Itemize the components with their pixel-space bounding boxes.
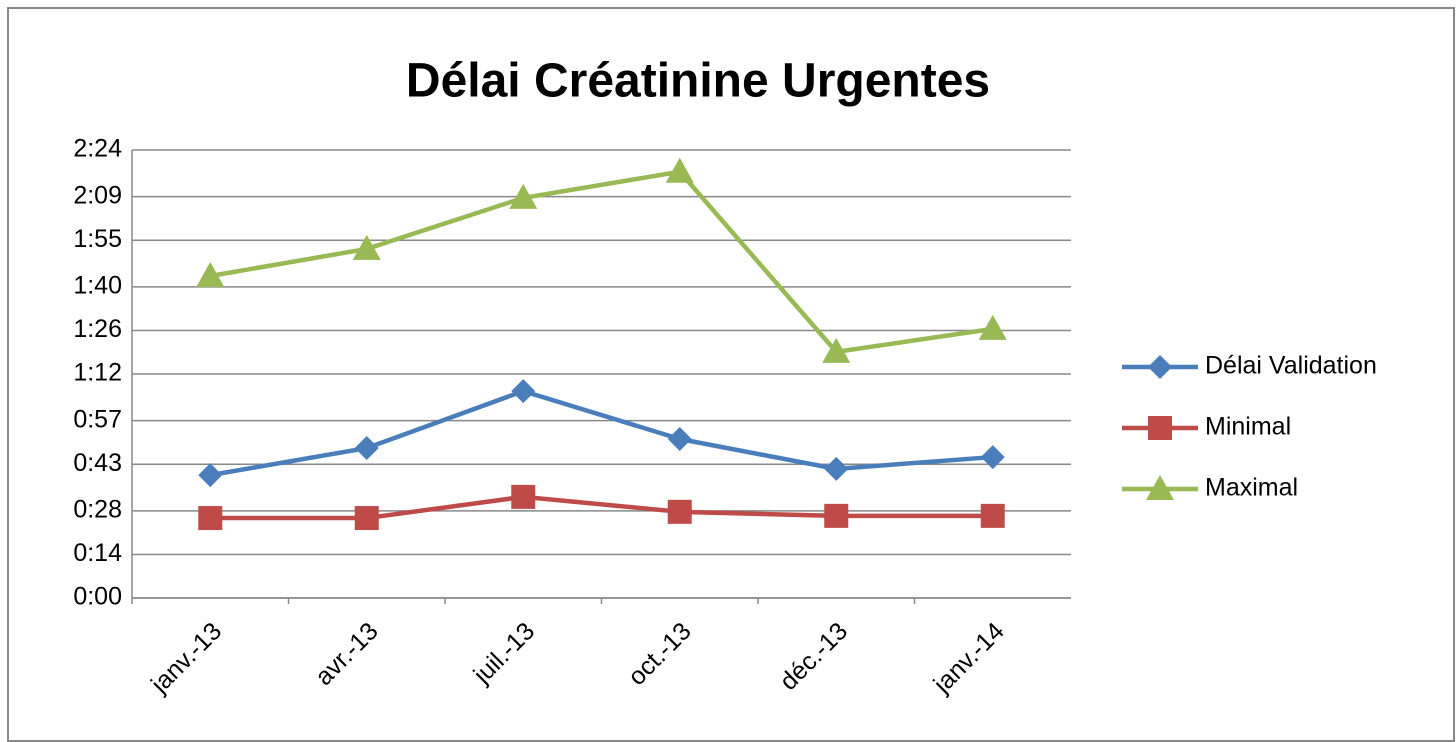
legend-marker — [1148, 355, 1172, 379]
y-tick-label: 0:14 — [73, 539, 122, 567]
y-tick-label: 1:12 — [73, 359, 122, 387]
series-line — [209, 169, 994, 355]
data-point — [824, 456, 849, 481]
legend-marker — [1148, 416, 1172, 440]
y-tick-label: 0:57 — [73, 405, 122, 433]
data-point — [196, 262, 225, 287]
data-point — [352, 234, 381, 260]
y-tick-label: 2:24 — [73, 135, 122, 163]
data-point — [667, 499, 692, 524]
y-tick-label: 2:09 — [73, 181, 122, 209]
series-line — [209, 388, 993, 478]
data-point — [822, 337, 851, 363]
data-point — [665, 157, 694, 183]
legend-marker — [1146, 475, 1174, 500]
data-point — [980, 503, 1005, 528]
legend-label: Maximal — [1205, 474, 1298, 502]
data-point — [354, 436, 379, 461]
data-point — [354, 506, 379, 531]
data-point — [980, 445, 1005, 470]
y-tick-label: 0:43 — [73, 449, 122, 477]
data-point — [198, 463, 223, 488]
data-point — [511, 379, 536, 404]
series-line — [210, 494, 993, 521]
data-point — [978, 314, 1007, 340]
y-tick-label: 1:26 — [73, 315, 122, 343]
data-point — [667, 427, 692, 452]
y-tick-label: 1:55 — [73, 225, 122, 253]
data-point — [511, 484, 536, 509]
data-point — [824, 503, 849, 528]
legend-label: Minimal — [1205, 413, 1291, 441]
chart-title: Délai Créatinine Urgentes — [406, 55, 990, 108]
data-point — [509, 183, 538, 209]
y-tick-label: 1:40 — [73, 271, 122, 299]
y-tick-label: 0:28 — [73, 495, 122, 523]
data-point — [198, 506, 223, 531]
legend-label: Délai Validation — [1205, 352, 1377, 380]
y-tick-label: 0:00 — [73, 583, 122, 611]
